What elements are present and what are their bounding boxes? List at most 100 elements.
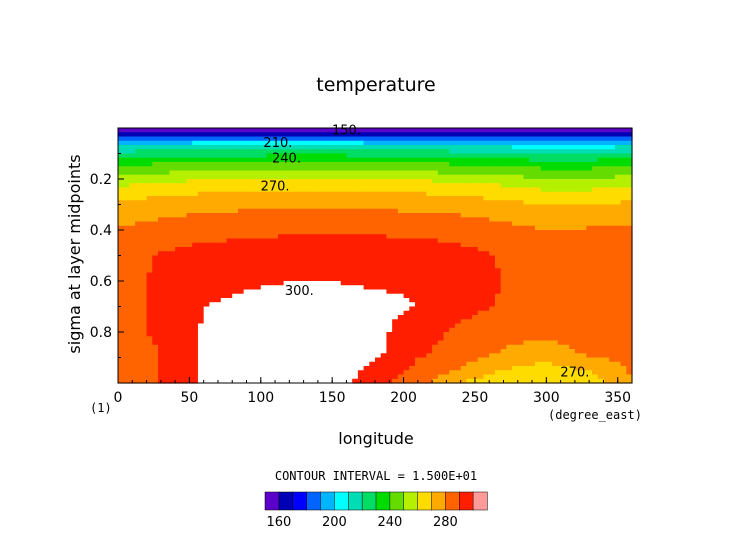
field-cell [466,336,473,342]
field-cell [552,221,559,227]
field-cell [437,128,445,133]
field-cell [523,332,530,337]
field-cell [375,230,382,235]
field-cell [237,357,245,363]
field-cell [523,315,530,320]
field-cell [386,213,393,218]
field-cell [472,306,479,312]
field-cell [272,204,279,210]
field-cell [226,157,233,163]
field-cell [437,357,445,363]
field-cell [460,136,467,142]
field-cell [152,340,159,346]
field-cell [135,306,142,312]
field-cell [437,136,445,142]
field-cell [300,319,308,325]
field-cell [283,251,290,257]
field-cell [386,187,393,193]
field-cell [323,332,330,337]
field-cell [295,234,302,240]
field-cell [352,132,359,138]
field-cell [403,230,410,235]
field-cell [157,145,165,150]
field-cell [500,149,507,155]
field-cell [163,208,170,214]
field-cell [317,149,325,155]
field-cell [563,179,570,184]
field-cell [317,213,325,218]
field-cell [272,208,279,214]
field-cell [192,128,199,133]
field-cell [249,344,256,350]
field-cell [460,349,467,354]
field-cell [375,349,382,354]
field-cell [266,336,273,342]
field-cell [340,145,348,150]
field-cell [426,302,433,308]
field-cell [226,251,233,257]
field-cell [289,310,296,316]
field-cell [557,191,565,197]
field-cell [140,132,148,138]
field-cell [249,149,256,155]
field-cell [363,183,370,189]
field-cell [620,191,627,197]
field-cell [129,344,136,350]
field-cell [609,293,616,299]
field-cell [260,344,268,350]
field-cell [335,183,342,189]
field-cell [169,289,176,295]
field-cell [574,234,582,240]
field-cell [232,340,239,346]
field-cell [175,353,182,359]
field-cell [243,259,250,265]
field-cell [563,353,570,359]
field-cell [232,264,239,269]
field-cell [135,259,142,265]
field-cell [494,247,502,252]
field-cell [249,315,256,320]
field-cell [489,170,496,176]
field-cell [266,196,273,201]
field-cell [597,247,605,252]
field-cell [312,357,319,363]
field-cell [323,344,330,350]
field-cell [209,336,216,342]
field-cell [529,306,536,312]
field-cell [523,344,530,350]
field-cell [454,132,462,138]
field-cell [563,247,570,252]
field-cell [392,255,399,261]
field-cell [546,183,553,189]
field-cell [203,157,210,163]
field-cell [175,315,182,320]
field-cell [329,323,336,329]
field-cell [397,132,405,138]
field-cell [375,285,382,291]
field-cell [380,145,388,150]
field-cell [563,162,570,167]
field-cell [335,149,342,155]
field-cell [175,302,182,308]
field-cell [295,259,302,265]
field-cell [152,136,159,142]
field-cell [232,145,239,150]
field-cell [300,196,308,201]
field-cell [403,247,410,252]
field-cell [135,162,142,167]
field-cell [563,298,570,303]
field-cell [169,293,176,299]
field-cell [420,344,427,350]
field-cell [557,276,565,282]
field-cell [163,234,170,240]
field-cell [552,289,559,295]
field-cell [569,234,576,240]
field-cell [129,276,136,282]
field-cell [437,247,445,252]
field-cell [312,332,319,337]
field-cell [329,149,336,155]
field-cell [243,327,250,333]
field-cell [220,344,228,350]
field-cell [586,315,593,320]
field-cell [329,166,336,172]
